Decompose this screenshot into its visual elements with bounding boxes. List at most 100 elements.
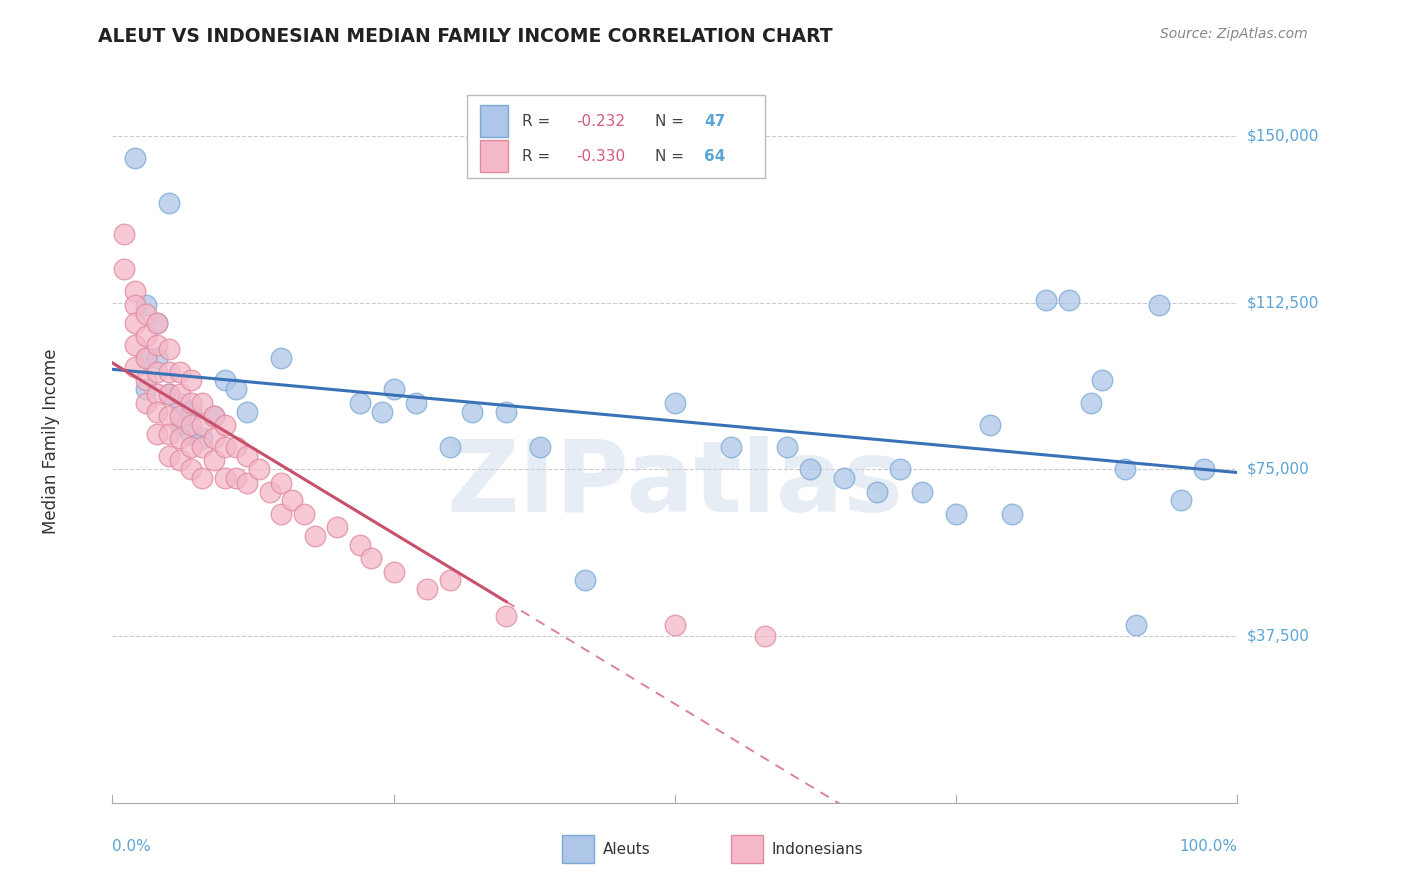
Point: [124, 285, 146, 299]
Point: [866, 484, 889, 499]
Point: [495, 609, 517, 624]
Point: [146, 316, 169, 330]
Point: [529, 440, 551, 454]
Point: [236, 404, 259, 418]
Point: [202, 409, 225, 423]
Text: 64: 64: [704, 149, 725, 164]
Point: [180, 417, 202, 432]
FancyBboxPatch shape: [481, 140, 509, 172]
Point: [169, 453, 191, 467]
Point: [124, 298, 146, 312]
Point: [225, 382, 247, 396]
Point: [292, 507, 315, 521]
Point: [495, 404, 517, 418]
Point: [225, 471, 247, 485]
Point: [214, 471, 236, 485]
Point: [180, 426, 202, 441]
Point: [169, 364, 191, 378]
Point: [911, 484, 934, 499]
Point: [439, 440, 461, 454]
Point: [214, 373, 236, 387]
Point: [112, 262, 135, 277]
Point: [135, 373, 157, 387]
Point: [247, 462, 270, 476]
Point: [225, 440, 247, 454]
Point: [664, 618, 686, 632]
Text: -0.232: -0.232: [576, 114, 624, 128]
Point: [157, 386, 180, 401]
Text: -0.330: -0.330: [576, 149, 626, 164]
Point: [1192, 462, 1215, 476]
Text: $112,500: $112,500: [1246, 295, 1319, 310]
Point: [349, 395, 371, 409]
Text: 100.0%: 100.0%: [1180, 838, 1237, 854]
Point: [146, 351, 169, 366]
Point: [1125, 618, 1147, 632]
Point: [157, 386, 180, 401]
Point: [146, 316, 169, 330]
Point: [135, 307, 157, 321]
Point: [180, 373, 202, 387]
Point: [1114, 462, 1136, 476]
Point: [124, 338, 146, 352]
Text: $37,500: $37,500: [1246, 629, 1309, 643]
Point: [259, 484, 281, 499]
Point: [574, 574, 596, 588]
Point: [124, 316, 146, 330]
Text: Aleuts: Aleuts: [603, 842, 651, 857]
Point: [146, 426, 169, 441]
Point: [169, 431, 191, 445]
Point: [461, 404, 484, 418]
Point: [281, 493, 304, 508]
Point: [236, 475, 259, 490]
Point: [889, 462, 911, 476]
Point: [799, 462, 821, 476]
Point: [191, 431, 214, 445]
Point: [202, 409, 225, 423]
Point: [349, 538, 371, 552]
Point: [382, 565, 405, 579]
Point: [180, 404, 202, 418]
Point: [135, 395, 157, 409]
Point: [169, 386, 191, 401]
Point: [1170, 493, 1192, 508]
Point: [1147, 298, 1170, 312]
Point: [360, 551, 382, 566]
Point: [439, 574, 461, 588]
Point: [135, 351, 157, 366]
Text: R =: R =: [522, 114, 555, 128]
Point: [754, 629, 776, 643]
Text: 0.0%: 0.0%: [112, 838, 152, 854]
Point: [270, 475, 292, 490]
Point: [124, 151, 146, 165]
Point: [416, 582, 439, 597]
Point: [157, 195, 180, 210]
Point: [326, 520, 349, 534]
Point: [135, 329, 157, 343]
Point: [180, 395, 202, 409]
Point: [1001, 507, 1024, 521]
Point: [191, 471, 214, 485]
Point: [135, 382, 157, 396]
Point: [146, 338, 169, 352]
FancyBboxPatch shape: [562, 835, 593, 863]
Text: R =: R =: [522, 149, 555, 164]
Point: [270, 351, 292, 366]
Point: [202, 431, 225, 445]
Text: 47: 47: [704, 114, 725, 128]
Text: $150,000: $150,000: [1246, 128, 1319, 144]
Point: [169, 417, 191, 432]
Point: [112, 227, 135, 241]
Point: [979, 417, 1001, 432]
Point: [1080, 395, 1102, 409]
Point: [157, 343, 180, 357]
Text: Source: ZipAtlas.com: Source: ZipAtlas.com: [1160, 27, 1308, 41]
Point: [1057, 293, 1080, 308]
Point: [157, 449, 180, 463]
Text: ALEUT VS INDONESIAN MEDIAN FAMILY INCOME CORRELATION CHART: ALEUT VS INDONESIAN MEDIAN FAMILY INCOME…: [98, 27, 832, 45]
Point: [214, 417, 236, 432]
Point: [270, 507, 292, 521]
Text: N =: N =: [655, 149, 689, 164]
Point: [169, 395, 191, 409]
Point: [157, 364, 180, 378]
